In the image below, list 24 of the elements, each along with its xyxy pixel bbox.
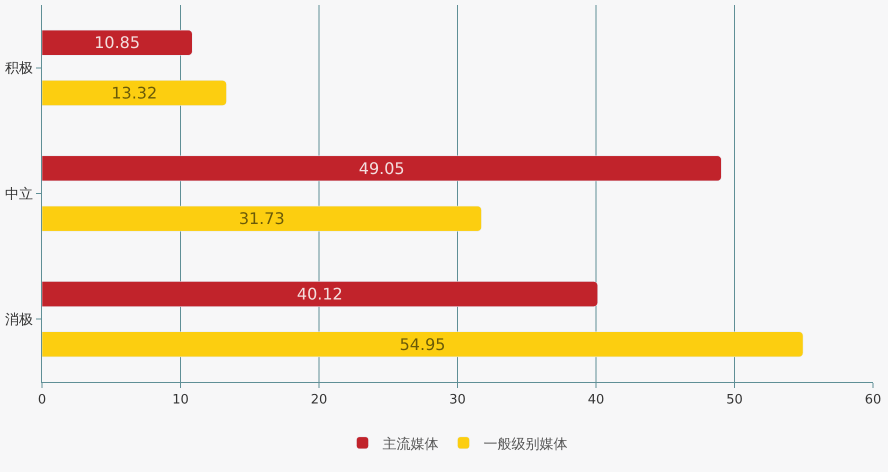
bar <box>42 156 722 182</box>
x-tick-label: 50 <box>726 392 743 408</box>
x-tick-label: 60 <box>864 392 882 408</box>
bar <box>42 331 804 358</box>
x-tick-label: 20 <box>310 392 328 408</box>
x-tick-label: 0 <box>38 392 46 408</box>
x-tick-label: 30 <box>449 392 466 408</box>
data-label: 40.12 <box>296 284 343 304</box>
data-label: 31.73 <box>238 209 285 228</box>
bar <box>42 281 598 307</box>
data-label: 49.05 <box>358 158 405 178</box>
y-tick-label: 消极 <box>5 312 34 328</box>
y-tick-label: 积极 <box>5 60 34 77</box>
bar <box>42 80 227 106</box>
legend-label: 一般级别媒体 <box>484 436 568 452</box>
legend-label: 主流媒体 <box>382 436 438 452</box>
data-label: 10.85 <box>94 33 140 52</box>
bar <box>42 206 482 232</box>
y-tick-label: 中立 <box>5 186 34 202</box>
data-label: 13.32 <box>111 83 158 102</box>
bar <box>42 30 193 56</box>
data-label: 54.95 <box>400 334 446 354</box>
x-tick-label: 10 <box>172 392 189 408</box>
x-tick-label: 40 <box>588 392 604 408</box>
